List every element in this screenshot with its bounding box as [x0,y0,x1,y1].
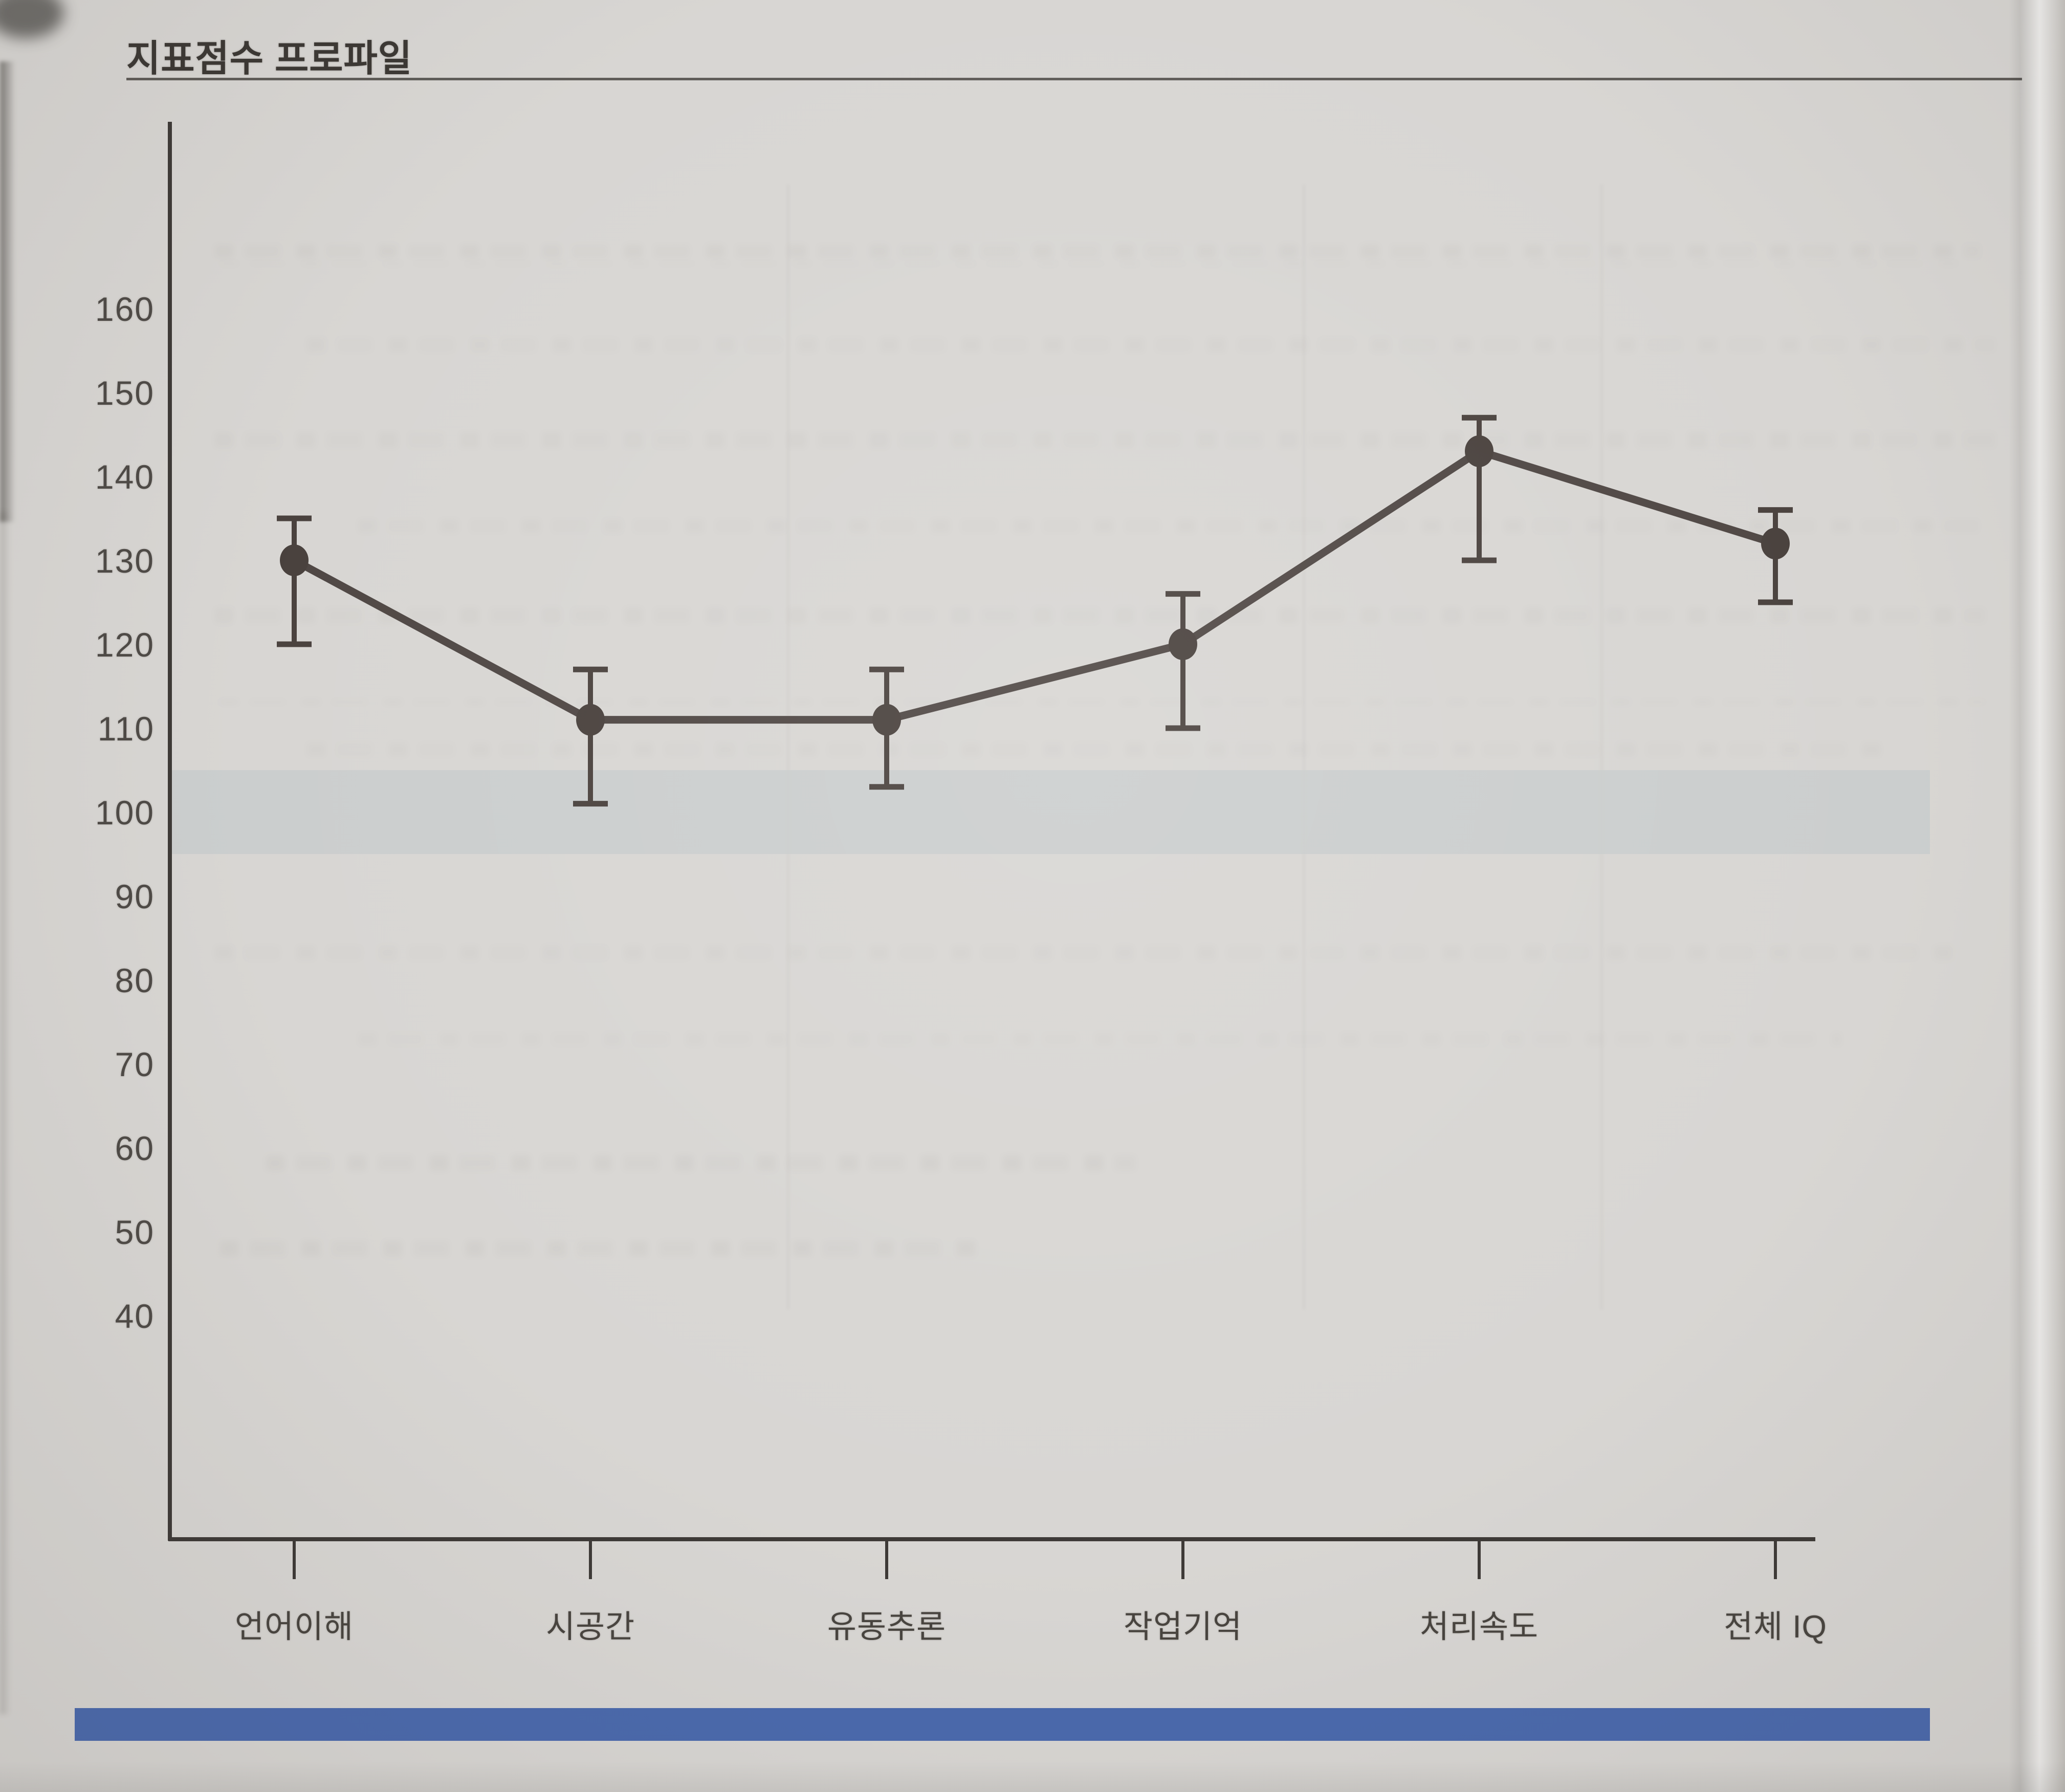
y-tick-label-40: 40 [115,1297,155,1335]
y-tick-label-70: 70 [115,1045,155,1083]
page-title: 지표점수 프로파일 [126,38,412,79]
y-tick-label-160: 160 [95,290,155,328]
category-label-시공간: 시공간 [545,1609,635,1645]
y-tick-label-150: 150 [95,374,155,412]
category-label-작업기억: 작업기억 [1123,1609,1243,1645]
y-tick-label-60: 60 [115,1129,155,1167]
page-bottom-shadow [0,1761,2065,1792]
data-point-유동추론 [872,704,901,736]
score-profile-line [292,447,1777,724]
y-tick-label-100: 100 [95,794,155,832]
category-label-전체 IQ: 전체 IQ [1724,1609,1827,1645]
y-tick-label-130: 130 [95,542,155,580]
y-tick-label-90: 90 [115,878,155,915]
page-right-edge [2009,0,2065,1792]
average-range-band [171,770,1930,854]
y-tick-label-120: 120 [95,626,155,664]
y-tick-label-110: 110 [97,710,155,748]
y-tick-label-140: 140 [95,458,155,496]
data-point-언어이해 [280,544,309,576]
bottom-accent-bar [75,1708,1930,1741]
page-left-edge-shadow-lower [0,512,10,1714]
y-tick-label-80: 80 [115,961,155,999]
data-point-작업기억 [1169,628,1197,660]
data-point-전체 IQ [1761,528,1790,560]
category-label-처리속도: 처리속도 [1419,1609,1539,1645]
y-tick-label-50: 50 [115,1213,155,1251]
page-left-edge-shadow [0,61,15,522]
data-point-시공간 [576,704,605,736]
data-point-처리속도 [1465,435,1493,467]
title-underline [126,78,2022,80]
category-label-언어이해: 언어이해 [234,1609,354,1645]
category-label-유동추론: 유동추론 [827,1609,947,1645]
